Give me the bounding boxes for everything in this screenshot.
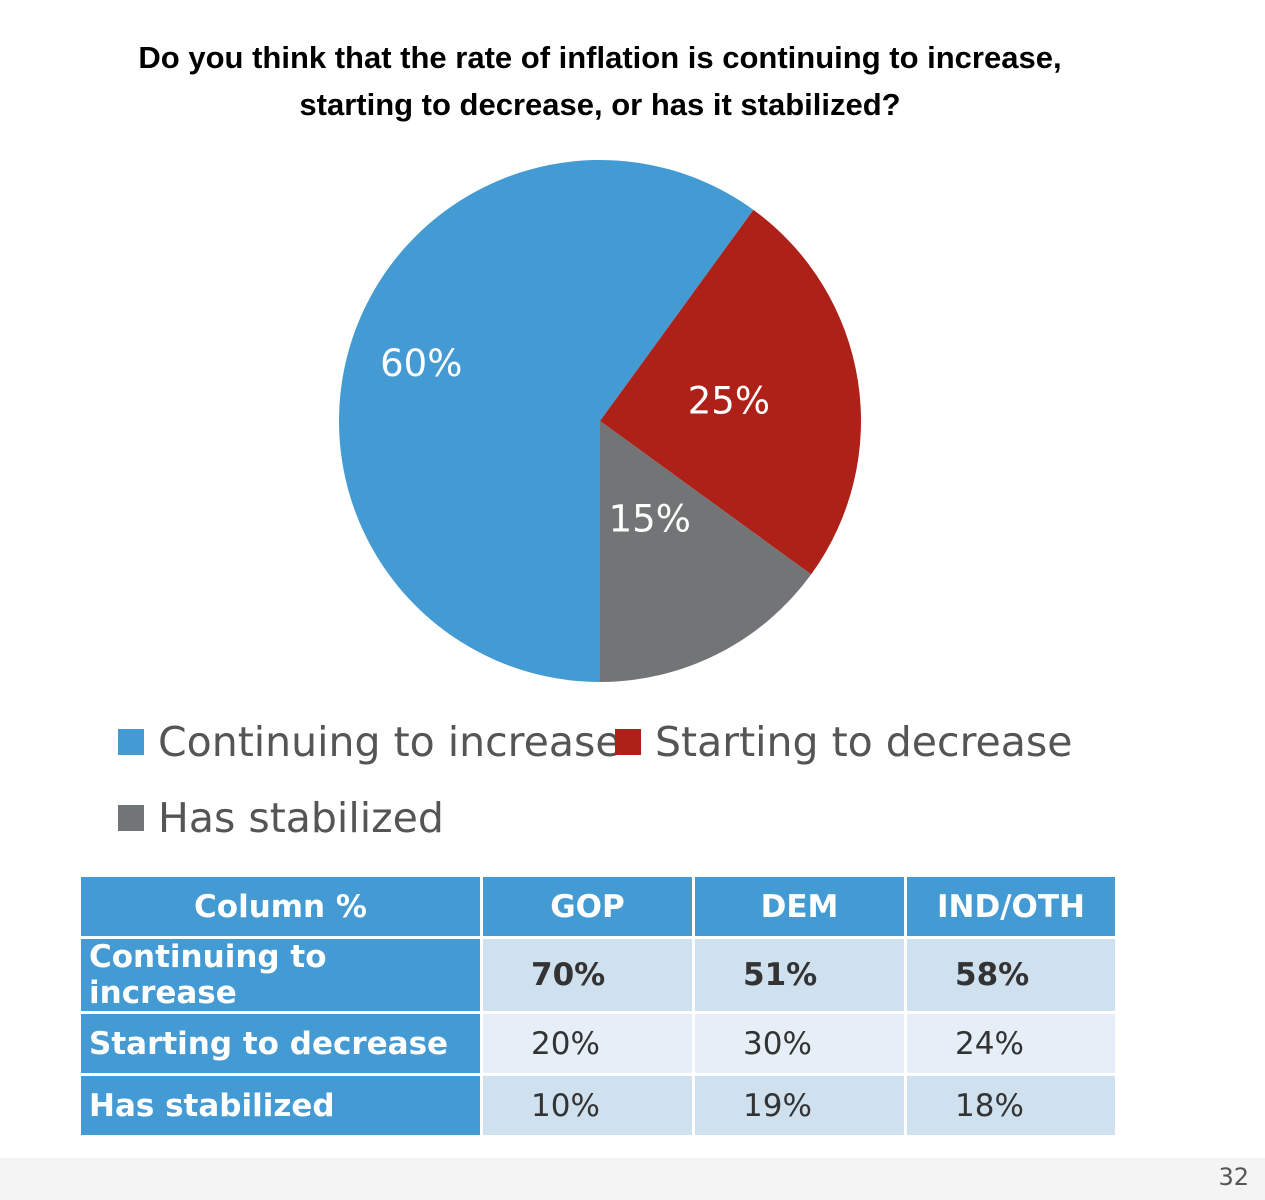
- table-header-row: Column % GOP DEM IND/OTH: [78, 874, 1118, 939]
- table-row: Has stabilized 10% 19% 18%: [78, 1073, 1118, 1138]
- table-cell: 10%: [480, 1073, 695, 1138]
- table-cell: 58%: [904, 936, 1118, 1014]
- row-label: Has stabilized: [78, 1073, 483, 1138]
- footer: [0, 1158, 1265, 1200]
- table-row: Continuing to increase 70% 51% 58%: [78, 936, 1118, 1014]
- legend-swatch-blue: [118, 729, 144, 755]
- table-cell: 18%: [904, 1073, 1118, 1138]
- table-cell: 19%: [692, 1073, 907, 1138]
- legend-label: Continuing to increase: [158, 718, 621, 766]
- legend-item-continuing-to-increase: Continuing to increase: [118, 718, 621, 766]
- crosstab-table: Column % GOP DEM IND/OTH Continuing to i…: [78, 874, 1118, 1138]
- table-cell: 30%: [692, 1011, 907, 1076]
- row-label: Continuing to increase: [78, 936, 483, 1014]
- table-cell: 51%: [692, 936, 907, 1014]
- table-cell: 24%: [904, 1011, 1118, 1076]
- legend-label: Has stabilized: [158, 794, 444, 842]
- legend-item-starting-to-decrease: Starting to decrease: [615, 718, 1072, 766]
- chart-title: Do you think that the rate of inflation …: [138, 40, 1062, 122]
- slice-label-has-stabilized: 15%: [609, 498, 691, 541]
- table-header: IND/OTH: [904, 874, 1118, 939]
- pie-chart: 60% 25% 15%: [338, 159, 861, 682]
- table-row: Starting to decrease 20% 30% 24%: [78, 1011, 1118, 1076]
- legend-swatch-gray: [118, 805, 144, 831]
- table-header: DEM: [692, 874, 907, 939]
- legend-swatch-red: [615, 729, 641, 755]
- legend-item-has-stabilized: Has stabilized: [118, 794, 444, 842]
- slice-continuing-to-increase: [338, 159, 754, 682]
- slice-starting-to-decrease: [600, 209, 861, 575]
- row-label: Starting to decrease: [78, 1011, 483, 1076]
- table-header: Column %: [78, 874, 483, 939]
- slice-label-continuing-to-increase: 60%: [380, 342, 462, 385]
- legend-label: Starting to decrease: [655, 718, 1073, 766]
- table-cell: 20%: [480, 1011, 695, 1076]
- table-cell: 70%: [480, 936, 695, 1014]
- page-number: 32: [1218, 1163, 1249, 1191]
- table-header: GOP: [480, 874, 695, 939]
- slice-label-starting-to-decrease: 25%: [688, 380, 770, 423]
- slice-has-stabilized: [600, 421, 812, 682]
